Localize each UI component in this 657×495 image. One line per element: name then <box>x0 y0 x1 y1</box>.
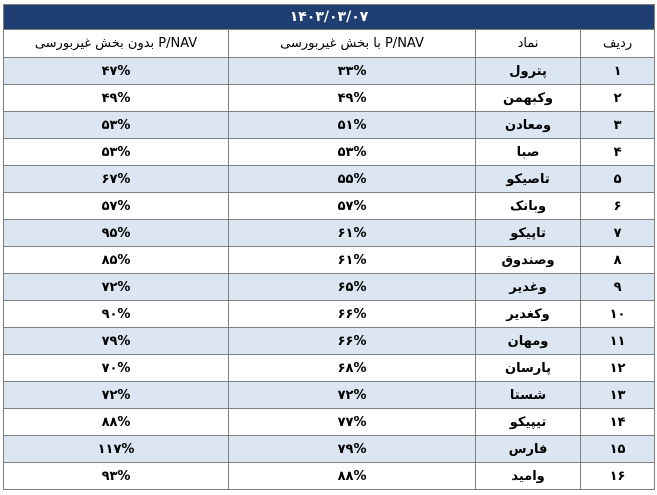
table-row: ۸ وصندوق ۶۱% ۸۵% <box>2 246 656 274</box>
table-cell: ۷۹% <box>2 327 230 355</box>
table-row: ۱۱ ومهان ۶۶% ۷۹% <box>2 327 656 355</box>
table-cell: ۵۱% <box>228 111 477 139</box>
table-cell: تاپیکو <box>475 219 582 247</box>
table-cell: وکبهمن <box>475 84 582 112</box>
table-row: ۳ ومعادن ۵۱% ۵۳% <box>2 111 656 139</box>
table-cell: پترول <box>475 57 582 85</box>
table-cell: شستا <box>475 381 582 409</box>
table-cell: ۱۰ <box>580 300 656 328</box>
table-cell: ۹۳% <box>2 462 230 490</box>
table-row: ۹ وغدیر ۶۵% ۷۲% <box>2 273 656 301</box>
table-row: ۶ وبانک ۵۷% ۵۷% <box>2 192 656 220</box>
table-cell: ۷۲% <box>2 381 230 409</box>
table-row: ۱۶ وامید ۸۸% ۹۳% <box>2 462 656 490</box>
table-cell: ۷۲% <box>228 381 477 409</box>
data-table: ۱۴۰۳/۰۳/۰۷ ردیف نماد P/NAV با بخش غیربورسی… <box>2 4 656 490</box>
table-row: ۵ تاصیکو ۵۵% ۶۷% <box>2 165 656 193</box>
table-cell: ۳ <box>580 111 656 139</box>
table-cell: ۱۲ <box>580 354 656 382</box>
table-cell: ۶ <box>580 192 656 220</box>
table-cell: ۵۳% <box>228 138 477 166</box>
table-cell: وبانک <box>475 192 582 220</box>
table-title: ۱۴۰۳/۰۳/۰۷ <box>2 4 656 30</box>
table-cell: ۸ <box>580 246 656 274</box>
table-cell: ۶۱% <box>228 219 477 247</box>
table-cell: ۵۳% <box>2 138 230 166</box>
table-cell: صبا <box>475 138 582 166</box>
table-cell: ۷۰% <box>2 354 230 382</box>
header-cell: P/NAV بدون بخش غیربورسی <box>2 29 230 58</box>
table-cell: ۵ <box>580 165 656 193</box>
table-cell: ۶۶% <box>228 327 477 355</box>
table-cell: ۸۸% <box>228 462 477 490</box>
table-cell: ۶۸% <box>228 354 477 382</box>
table-cell: ۶۶% <box>228 300 477 328</box>
table-cell: تیپیکو <box>475 408 582 436</box>
table-cell: وغدیر <box>475 273 582 301</box>
table-cell: ۱۶ <box>580 462 656 490</box>
table-row: ۱۰ وکغدیر ۶۶% ۹۰% <box>2 300 656 328</box>
table-cell: ومهان <box>475 327 582 355</box>
table-cell: پارسان <box>475 354 582 382</box>
table-cell: ۳۳% <box>228 57 477 85</box>
table-cell: ۹۵% <box>2 219 230 247</box>
table-cell: ۷۷% <box>228 408 477 436</box>
table-row: ۴ صبا ۵۳% ۵۳% <box>2 138 656 166</box>
table-row: ۱۵ فارس ۷۹% ۱۱۷% <box>2 435 656 463</box>
table-cell: ۸۸% <box>2 408 230 436</box>
table-cell: ۴۷% <box>2 57 230 85</box>
table-row: ۱۴ تیپیکو ۷۷% ۸۸% <box>2 408 656 436</box>
table-cell: ۵۳% <box>2 111 230 139</box>
table-cell: ومعادن <box>475 111 582 139</box>
table-cell: ۲ <box>580 84 656 112</box>
table-cell: ۷۲% <box>2 273 230 301</box>
table-cell: تاصیکو <box>475 165 582 193</box>
table-row: ۱۳ شستا ۷۲% ۷۲% <box>2 381 656 409</box>
table-cell: ۱۱ <box>580 327 656 355</box>
table-cell: ۴ <box>580 138 656 166</box>
table-row: ۱۲ پارسان ۶۸% ۷۰% <box>2 354 656 382</box>
table-cell: ۷ <box>580 219 656 247</box>
header-cell: نماد <box>475 29 582 58</box>
table-cell: ۱۳ <box>580 381 656 409</box>
table-cell: ۸۵% <box>2 246 230 274</box>
header-cell: P/NAV با بخش غیربورسی <box>228 29 477 58</box>
table-cell: ۶۷% <box>2 165 230 193</box>
table-cell: ۴۹% <box>2 84 230 112</box>
table-cell: ۵۷% <box>2 192 230 220</box>
table-cell: ۱۱۷% <box>2 435 230 463</box>
table-cell: ۱۵ <box>580 435 656 463</box>
table-cell: ۱ <box>580 57 656 85</box>
header-row: ردیف نماد P/NAV با بخش غیربورسی P/NAV بدون … <box>2 29 656 58</box>
table-cell: ۵۷% <box>228 192 477 220</box>
table-cell: وامید <box>475 462 582 490</box>
table-cell: ۱۴ <box>580 408 656 436</box>
table-cell: ۴۹% <box>228 84 477 112</box>
table-body: ۱ پترول ۳۳% ۴۷% ۲ وکبهمن ۴۹% ۴۹% ۳ ومعادن ۵۱% ۵۳% ۴ ص… <box>2 57 656 490</box>
table-cell: وصندوق <box>475 246 582 274</box>
table-cell: ۶۱% <box>228 246 477 274</box>
table-cell: ۹ <box>580 273 656 301</box>
table-cell: وکغدیر <box>475 300 582 328</box>
table-cell: ۹۰% <box>2 300 230 328</box>
table-row: ۱ پترول ۳۳% ۴۷% <box>2 57 656 85</box>
table-cell: ۶۵% <box>228 273 477 301</box>
table-row: ۲ وکبهمن ۴۹% ۴۹% <box>2 84 656 112</box>
table-cell: ۵۵% <box>228 165 477 193</box>
table-cell: فارس <box>475 435 582 463</box>
table-cell: ۷۹% <box>228 435 477 463</box>
table-row: ۷ تاپیکو ۶۱% ۹۵% <box>2 219 656 247</box>
header-cell: ردیف <box>580 29 656 58</box>
